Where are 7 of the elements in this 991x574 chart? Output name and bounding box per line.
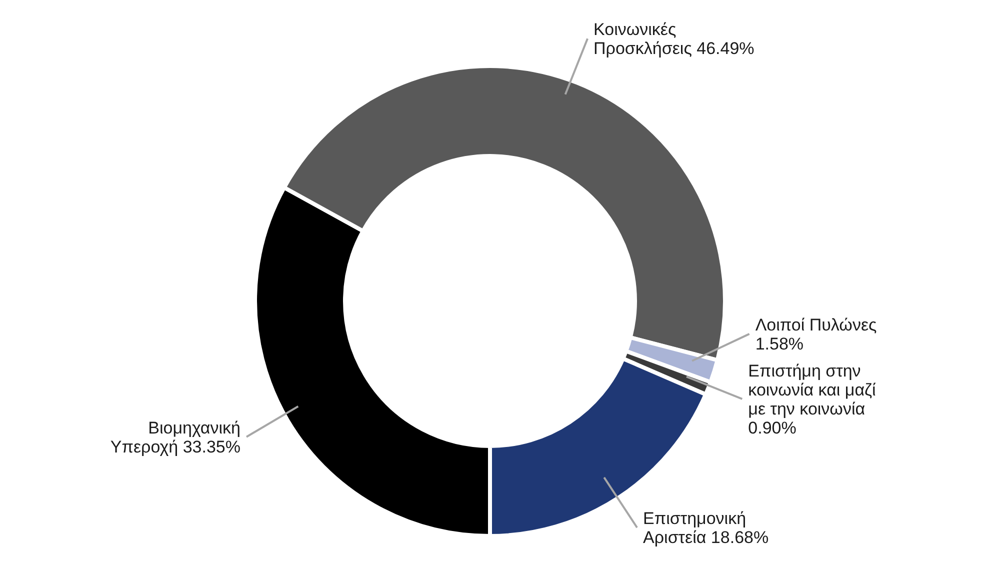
slice-label: Επιστήμη στην κοινωνία και μαζί με την κοινωνία [748, 360, 876, 418]
slice-label: Επιστημονική Αριστεία 18.68% [643, 508, 769, 547]
data-label: 1.58% [755, 334, 804, 353]
slice-label: Βιομηχανική Υπεροχή 33.35% [110, 418, 240, 456]
slice-label: Κοινωνικές Προσκλήσεις 46.49% [594, 20, 754, 58]
data-label: 0.90% [748, 418, 796, 437]
slice-label: Λοιποί Πυλώνες [755, 314, 877, 334]
